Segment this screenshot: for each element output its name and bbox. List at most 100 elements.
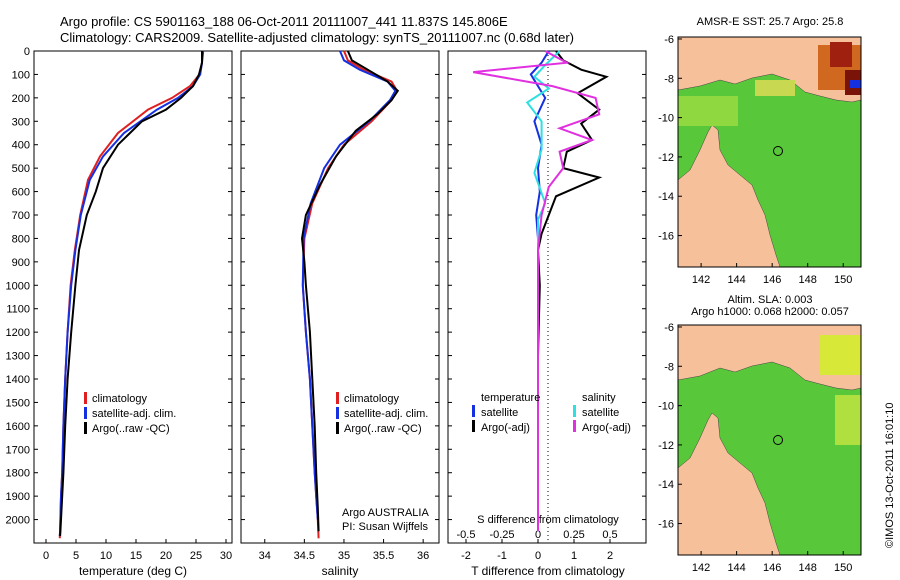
depth-tick-label: 1000	[6, 280, 30, 292]
depth-tick-label: 1400	[6, 374, 30, 386]
imos-credit: ©IMOS 13-Oct-2011 16:01:10	[884, 403, 896, 548]
x-tick-label: 35	[338, 550, 350, 562]
legend-argo-marker	[336, 422, 339, 434]
salinity-series	[300, 50, 400, 539]
longitude-label: 144	[727, 274, 745, 286]
latitude-label: -16	[658, 519, 674, 531]
legend-temperature-title: temperature	[481, 392, 540, 404]
sla-map-title1: Altim. SLA: 0.003	[728, 294, 813, 306]
difference-series	[473, 50, 609, 532]
sst-map-title: AMSR-E SST: 25.7 Argo: 25.8	[697, 16, 844, 28]
temperature-series	[58, 50, 205, 539]
high-sla-patch	[820, 335, 861, 375]
s-diff-label: S difference from climatology	[477, 514, 619, 526]
s-tick-label: -0.5	[457, 529, 476, 541]
temperature-legend: climatology satellite-adj. clim. Argo(..…	[84, 392, 176, 435]
depth-tick-label: 1900	[6, 491, 30, 503]
longitude-label: 148	[799, 274, 817, 286]
sst-map-frame	[677, 36, 862, 268]
latitude-label: -8	[664, 361, 674, 373]
depth-tick-label: 1300	[6, 351, 30, 363]
x-tick-label: -1	[497, 550, 507, 562]
salinity-y-ticks	[241, 50, 439, 521]
legend-clim-marker	[336, 392, 339, 404]
legend-t-sat-marker	[472, 405, 475, 417]
legend-sat-marker	[84, 407, 87, 419]
cold-patch	[850, 80, 861, 88]
s-tick-label: -0.25	[489, 529, 514, 541]
x-tick-label: 35.5	[373, 550, 394, 562]
x-tick-label: 25	[190, 550, 202, 562]
latitude-label: -14	[658, 479, 674, 491]
x-tick-label: 10	[100, 550, 112, 562]
x-tick-label: 15	[130, 550, 142, 562]
legend-argo-label: Argo(..raw -QC)	[344, 423, 422, 435]
depth-tick-label: 800	[12, 233, 30, 245]
x-tick-label: 20	[160, 550, 172, 562]
sst-map: AMSR-E SST: 25.7 Argo: 25.8 -6 -8 -10 -12 -1…	[658, 16, 862, 286]
legend-clim-label: climatology	[344, 393, 400, 405]
sla-map-axes: -6 -8 -10 -12 -14 -16 142 144 146 148 150	[658, 322, 852, 574]
legend-t-argo-marker	[472, 420, 475, 432]
depth-tick-label: 600	[12, 187, 30, 199]
difference-plot-frame	[447, 50, 647, 544]
temperature-plot-frame	[33, 50, 233, 544]
depth-tick-label: 900	[12, 257, 30, 269]
sla-map: Altim. SLA: 0.003 Argo h1000: 0.068 h200…	[658, 294, 862, 574]
longitude-label: 146	[763, 562, 781, 574]
latitude-label: -12	[658, 152, 674, 164]
x-tick-label: 34	[259, 550, 271, 562]
legend-clim-label: climatology	[92, 393, 148, 405]
legend-s-sat-marker	[573, 405, 576, 417]
longitude-label: 148	[799, 562, 817, 574]
depth-tick-label: 0	[24, 46, 30, 58]
difference-x-axis: -2 -1 0 1 2 -0.5 -0.25 0 0.25 0.5	[457, 529, 618, 562]
depth-tick-label: 500	[12, 163, 30, 175]
header-line2: Climatology: CARS2009. Satellite-adjuste…	[60, 30, 574, 45]
x-tick-label: -2	[461, 550, 471, 562]
depth-tick-label: 300	[12, 116, 30, 128]
depth-axis: 0 100 200 300 400 500 600 700 800 900 1000 1100 1200…	[6, 46, 232, 527]
x-tick-label: 30	[220, 550, 232, 562]
transition-patch	[755, 80, 795, 96]
salinity-x-axis: 34 34.5 35 35.5 36	[259, 539, 429, 562]
longitude-label: 146	[763, 274, 781, 286]
s-tick-label: 0	[535, 529, 541, 541]
latitude-label: -16	[658, 231, 674, 243]
depth-tick-label: 1200	[6, 327, 30, 339]
hot-patch	[830, 42, 852, 67]
longitude-label: 142	[692, 274, 710, 286]
cape-york-land	[677, 124, 781, 268]
latitude-label: -12	[658, 440, 674, 452]
legend-sat-label: satellite-adj. clim.	[92, 408, 176, 420]
series-line-argo-raw-qc-	[59, 51, 203, 537]
legend-s-sat-label: satellite	[582, 407, 619, 419]
light-sea-patch	[678, 96, 738, 126]
latitude-label: -14	[658, 191, 674, 203]
x-tick-label: 1	[571, 550, 577, 562]
legend-sat-label: satellite-adj. clim.	[344, 408, 428, 420]
cape-york-land	[677, 412, 781, 556]
series-line-argo-raw-qc-	[300, 50, 400, 532]
institution-label: Argo AUSTRALIA	[342, 507, 429, 519]
salinity-legend: climatology satellite-adj. clim. Argo(..…	[336, 392, 428, 435]
salinity-plot-frame	[240, 50, 440, 544]
sla-map-frame	[677, 324, 862, 556]
depth-tick-label: 1600	[6, 421, 30, 433]
x-tick-label: 36	[417, 550, 429, 562]
pi-label: PI: Susan Wijffels	[342, 521, 428, 533]
legend-t-argo-label: Argo(-adj)	[481, 422, 530, 434]
salinity-panel: 34 34.5 35 35.5 36 climatology satellite-adj…	[240, 50, 440, 578]
temperature-x-axis: 0 5 10 15 20 25 30	[43, 539, 232, 562]
legend-s-argo-label: Argo(-adj)	[582, 422, 631, 434]
latitude-label: -10	[658, 113, 674, 125]
longitude-label: 144	[727, 562, 745, 574]
latitude-label: -8	[664, 73, 674, 85]
latitude-label: -6	[664, 322, 674, 334]
x-tick-label: 0	[43, 550, 49, 562]
x-tick-label: 5	[73, 550, 79, 562]
series-line-salinity-argo-adj-	[473, 50, 601, 532]
s-tick-label: 0.25	[563, 529, 584, 541]
depth-tick-label: 700	[12, 210, 30, 222]
temperature-xlabel: temperature (deg C)	[79, 564, 187, 578]
